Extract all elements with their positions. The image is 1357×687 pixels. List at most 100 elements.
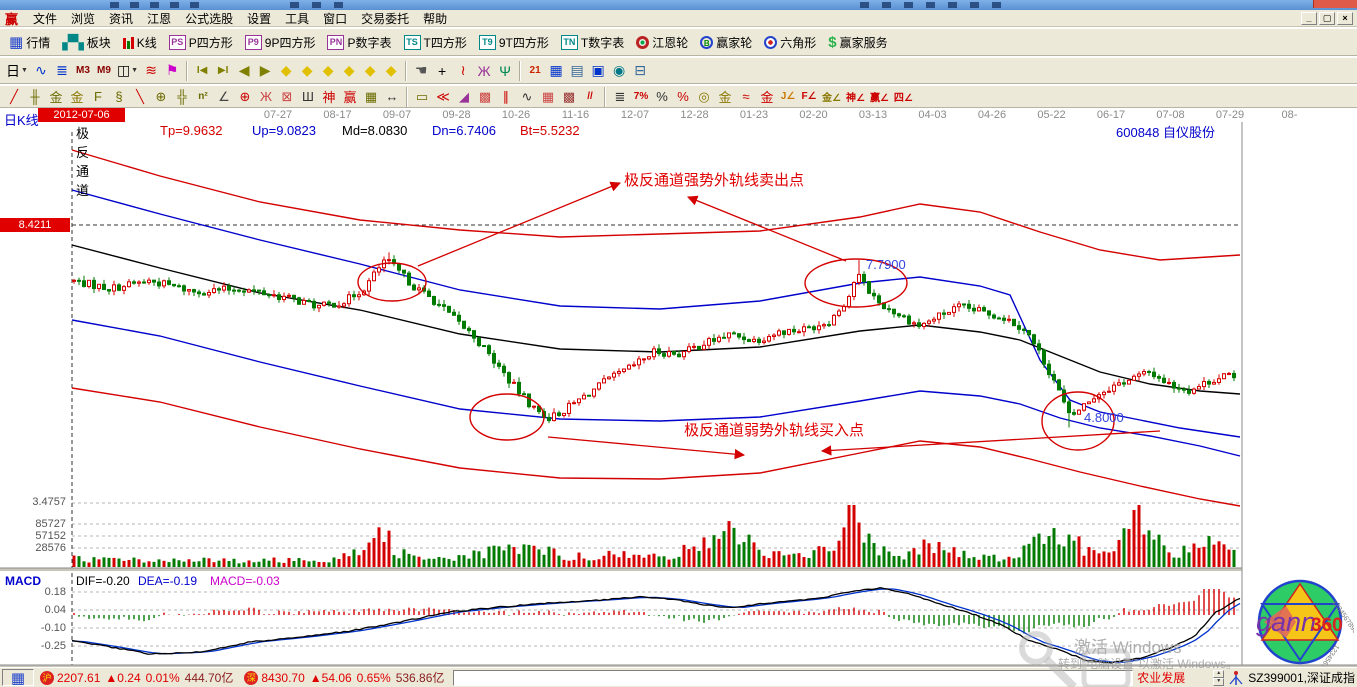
- spider-web-tool[interactable]: Ж: [256, 88, 276, 106]
- curve-tool-button[interactable]: ≀: [453, 60, 473, 81]
- marquee-spinner[interactable]: ▲ ▼: [1213, 669, 1225, 686]
- crosshair-button[interactable]: +: [432, 60, 452, 81]
- spiral-tool[interactable]: §: [109, 88, 129, 106]
- gold-grid-tool-2[interactable]: 金: [67, 88, 87, 106]
- percent-lines-tool[interactable]: %: [673, 88, 693, 106]
- p-number-table-button[interactable]: PN P数字表: [322, 32, 396, 53]
- p9-square-button[interactable]: P9 9P四方形: [240, 32, 321, 53]
- color-flag-button[interactable]: ⚑: [162, 60, 182, 81]
- gold-levels-tool[interactable]: 金: [715, 88, 735, 106]
- prev-page-button[interactable]: ◀: [234, 60, 254, 81]
- current-index-label[interactable]: SZ399001,深证成指: [1248, 671, 1355, 685]
- menu-item-5[interactable]: 公式选股: [185, 11, 234, 26]
- menu-item-4[interactable]: 江恩: [147, 11, 172, 26]
- circle-grid-tool[interactable]: ⊕: [151, 88, 171, 106]
- trend-window-button[interactable]: ∿: [31, 60, 51, 81]
- t-number-table-button[interactable]: TN T数字表: [556, 32, 629, 53]
- minimize-button[interactable]: _: [1301, 11, 1317, 25]
- hexagon-button[interactable]: 六角形: [759, 32, 821, 53]
- overlay-kline-button[interactable]: ≋: [141, 60, 161, 81]
- menu-item-10[interactable]: 帮助: [423, 11, 448, 26]
- red-grid-tool[interactable]: ▦: [538, 88, 558, 106]
- restore-button[interactable]: ▢: [1319, 11, 1335, 25]
- trend-lines-tool[interactable]: ∥: [496, 88, 516, 106]
- diamond-tool-3[interactable]: ◆: [318, 60, 338, 81]
- fib-grid-tool[interactable]: F: [88, 88, 108, 106]
- menu-item-3[interactable]: 资讯: [109, 11, 134, 26]
- gann-grid-tool[interactable]: ╫: [25, 88, 45, 106]
- angle-f-tool[interactable]: F∠: [799, 88, 819, 106]
- close-button-partial[interactable]: [1313, 0, 1357, 8]
- save-web-button[interactable]: ◉: [609, 60, 629, 81]
- winner-wheel-button[interactable]: B 赢家轮: [695, 32, 757, 53]
- wave-lines-tool[interactable]: ∿: [517, 88, 537, 106]
- target-tool[interactable]: ⊕: [235, 88, 255, 106]
- fan-box-tool[interactable]: ◢: [454, 88, 474, 106]
- n-square-tool[interactable]: n²: [193, 88, 213, 106]
- first-page-button[interactable]: I◀: [192, 60, 212, 81]
- flower-tool-button[interactable]: Ж: [474, 60, 494, 81]
- menu-item-8[interactable]: 窗口: [323, 11, 348, 26]
- vertical-lines-tool[interactable]: Ш: [298, 88, 318, 106]
- diamond-tool-4[interactable]: ◆: [339, 60, 359, 81]
- last-page-button[interactable]: ▶I: [213, 60, 233, 81]
- notepad-button[interactable]: ▤: [567, 60, 587, 81]
- window-titlebar[interactable]: [0, 0, 1357, 10]
- ruler-grid-tool[interactable]: ▦: [361, 88, 381, 106]
- kline-period-dropdown[interactable]: 日 ▼: [4, 60, 30, 81]
- protractor-tool[interactable]: ∠: [214, 88, 234, 106]
- win-grid-tool[interactable]: 赢: [340, 88, 360, 106]
- kline-button[interactable]: K线: [118, 32, 162, 53]
- gold-line-tool[interactable]: 金: [757, 88, 777, 106]
- diamond-tool-5[interactable]: ◆: [360, 60, 380, 81]
- menu-item-6[interactable]: 设置: [247, 11, 272, 26]
- t9-square-button[interactable]: T9 9T四方形: [474, 32, 554, 53]
- stats-panel-tool[interactable]: ≣: [610, 88, 630, 106]
- p-square-button[interactable]: PS P四方形: [164, 32, 238, 53]
- rect-tool[interactable]: ▭: [412, 88, 432, 106]
- sectors-button[interactable]: ▞▚ 板块: [57, 32, 116, 53]
- web-box-tool[interactable]: ⊠: [277, 88, 297, 106]
- macd-label[interactable]: MACD: [5, 574, 41, 588]
- data-manager-button[interactable]: ⊟: [630, 60, 650, 81]
- stock-code-name[interactable]: 600848 自仪股份: [1116, 125, 1215, 140]
- gold-circle-tool[interactable]: ◎: [694, 88, 714, 106]
- angle-si-tool[interactable]: 四∠: [892, 88, 915, 106]
- angle-gold-tool[interactable]: 金∠: [820, 88, 843, 106]
- gann-wheel-button[interactable]: 江恩轮: [631, 32, 693, 53]
- market-grid-icon[interactable]: ▦: [2, 669, 34, 687]
- marker-pen-tool[interactable]: ╲: [130, 88, 150, 106]
- pattern-box-tool[interactable]: ▩: [475, 88, 495, 106]
- red-grid-tool-2[interactable]: ▩: [559, 88, 579, 106]
- angle-shen-tool[interactable]: 神∠: [844, 88, 867, 106]
- kline-period-label[interactable]: 日K线: [4, 113, 39, 128]
- chart-canvas[interactable]: [0, 108, 1357, 667]
- percent-7-tool[interactable]: 7%: [631, 88, 651, 106]
- close-button[interactable]: ×: [1337, 11, 1353, 25]
- pan-hand-button[interactable]: ☚: [411, 60, 431, 81]
- menu-item-9[interactable]: 交易委托: [361, 11, 410, 26]
- gold-grid-tool[interactable]: 金: [46, 88, 66, 106]
- diamond-tool-6[interactable]: ◆: [381, 60, 401, 81]
- percent-tool[interactable]: %: [652, 88, 672, 106]
- width-measure-tool[interactable]: ↔: [382, 88, 402, 106]
- candle-style-dropdown[interactable]: ◫ ▼: [115, 60, 140, 81]
- quotes-button[interactable]: ▦ 行情: [4, 31, 55, 53]
- save-button[interactable]: ▣: [588, 60, 608, 81]
- info-panel-button[interactable]: ≣: [52, 60, 72, 81]
- diamond-tool-2[interactable]: ◆: [297, 60, 317, 81]
- fan-lines-tool[interactable]: ≪: [433, 88, 453, 106]
- mini-chart-9-button[interactable]: M9: [94, 60, 114, 81]
- status-input-field[interactable]: [453, 669, 1134, 686]
- diamond-tool-1[interactable]: ◆: [276, 60, 296, 81]
- web-tool-button[interactable]: Ψ: [495, 60, 515, 81]
- angle-win-tool[interactable]: 赢∠: [868, 88, 891, 106]
- t-square-button[interactable]: TS T四方形: [399, 32, 472, 53]
- slant-lines-tool[interactable]: //: [580, 88, 600, 106]
- winner-service-button[interactable]: $ 赢家服务: [823, 32, 892, 53]
- menu-item-1[interactable]: 文件: [33, 11, 58, 26]
- mini-chart-3-button[interactable]: M3: [73, 60, 93, 81]
- menu-item-7[interactable]: 工具: [285, 11, 310, 26]
- pen-tool[interactable]: ╱: [4, 88, 24, 106]
- indicator-name[interactable]: 极反通道: [76, 126, 90, 198]
